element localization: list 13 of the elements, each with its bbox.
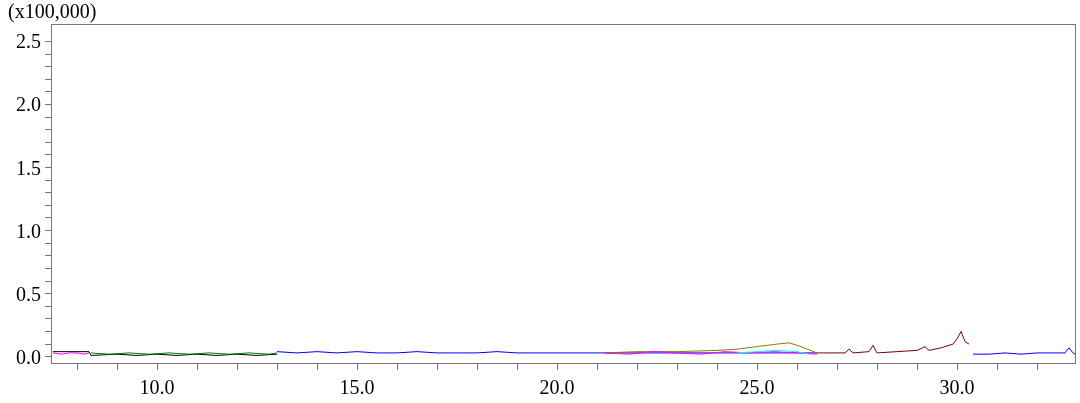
x-tick-label: 10.0 xyxy=(139,376,175,398)
y-tick-label: 1.5 xyxy=(16,156,41,179)
y-tick-label: 1.0 xyxy=(16,219,41,242)
line-series xyxy=(816,330,970,354)
text: (x100,000) xyxy=(8,0,97,23)
y-tick-label: 0.5 xyxy=(16,282,41,305)
y-tick-label: 0.0 xyxy=(16,345,41,368)
x-tick-label: 25.0 xyxy=(739,376,775,398)
y-tick-label: 2.5 xyxy=(16,30,41,53)
y-tick-label: 2.0 xyxy=(16,93,41,116)
x-tick-label: 20.0 xyxy=(539,376,575,398)
x-tick-label: 15.0 xyxy=(339,376,375,398)
x-tick-label: 30.0 xyxy=(939,376,975,398)
